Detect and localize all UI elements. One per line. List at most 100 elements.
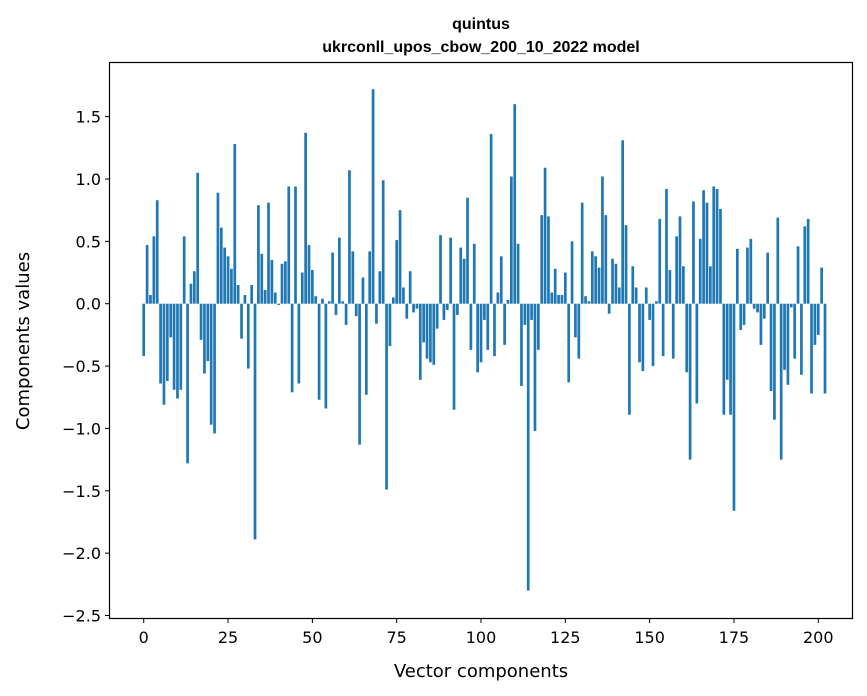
bar: [179, 303, 183, 390]
bar: [574, 303, 577, 338]
y-axis-label: Components values: [13, 252, 34, 430]
bar: [614, 263, 618, 304]
bar: [344, 303, 348, 325]
bar: [452, 303, 456, 410]
bar: [172, 303, 176, 390]
bar: [425, 303, 429, 359]
bar: [294, 186, 297, 304]
bar: [709, 266, 712, 304]
bar: [540, 215, 544, 304]
bar: [611, 258, 614, 304]
bar: [236, 285, 240, 304]
bar: [594, 256, 598, 304]
bar: [759, 303, 763, 345]
bar: [658, 218, 662, 304]
bar: [422, 303, 426, 343]
y-tick-label: −1.0: [62, 419, 101, 438]
chart-title: quintus: [452, 16, 510, 33]
y-axis: −2.5 −2.0 −1.5 −1.0 −0.5 0.0 0.5 1.0 1.5: [62, 108, 110, 626]
bar: [142, 303, 146, 357]
bar: [334, 303, 338, 315]
chart-subtitle: ukrconll_upos_cbow_200_10_2022 model: [322, 39, 639, 56]
bar: [648, 303, 651, 320]
bar: [671, 303, 675, 359]
x-tick-label: 175: [719, 628, 750, 647]
bar: [459, 247, 463, 304]
bar: [503, 303, 506, 345]
bar: [338, 237, 341, 304]
bar: [371, 89, 375, 304]
bar: [412, 303, 415, 313]
bar: [668, 270, 672, 304]
bar: [557, 294, 560, 304]
bar: [762, 303, 766, 319]
bar: [641, 303, 645, 372]
bar: [702, 190, 705, 304]
bar: [176, 303, 179, 399]
bar: [746, 247, 749, 304]
bar: [462, 258, 466, 304]
bar: [783, 303, 786, 370]
bar: [263, 289, 267, 304]
bar: [563, 272, 567, 304]
bar: [786, 303, 790, 385]
bar: [722, 303, 726, 415]
bar: [820, 267, 823, 304]
bar: [388, 303, 392, 347]
bar: [159, 303, 162, 384]
bar: [732, 303, 736, 511]
x-tick-label: 0: [139, 628, 149, 647]
bar: [601, 176, 604, 304]
bar: [331, 252, 334, 304]
bar: [739, 303, 743, 330]
bar: [203, 303, 206, 374]
bar: [402, 287, 405, 304]
bar: [405, 303, 409, 319]
bar: [752, 303, 756, 309]
bar: [223, 247, 227, 304]
bar: [216, 192, 220, 304]
bar: [742, 303, 746, 325]
bar: [165, 303, 169, 382]
bar: [317, 303, 321, 400]
bar: [445, 303, 449, 310]
bar: [486, 303, 490, 350]
y-tick-label: −1.5: [62, 482, 101, 501]
x-tick-label: 50: [302, 628, 322, 647]
bar: [719, 208, 722, 304]
bar: [543, 167, 547, 304]
bar: [513, 104, 517, 304]
bar: [219, 227, 223, 304]
x-tick-label: 200: [803, 628, 834, 647]
bar: [567, 303, 571, 383]
bar: [476, 303, 479, 373]
bar: [766, 252, 770, 304]
bar: [300, 272, 304, 304]
y-tick-label: 1.5: [76, 108, 101, 127]
bar: [297, 303, 301, 384]
bar: [773, 303, 776, 420]
bar: [324, 303, 328, 409]
bar: [314, 296, 318, 304]
bar: [823, 303, 827, 394]
bar: [634, 287, 638, 304]
bar: [250, 285, 254, 304]
bar: [186, 303, 189, 464]
bar: [398, 210, 402, 304]
bar: [789, 303, 793, 308]
bar: [810, 303, 813, 394]
x-tick-label: 125: [550, 628, 581, 647]
bar: [584, 296, 587, 304]
bar: [735, 248, 739, 304]
bar: [665, 188, 668, 304]
x-axis: 0 25 50 75 100 125 150 175 200: [139, 618, 834, 647]
x-tick-label: 75: [387, 628, 407, 647]
bar: [621, 140, 625, 304]
bar: [230, 268, 233, 304]
bar: [729, 303, 732, 415]
bar: [617, 287, 621, 304]
bar: [712, 186, 716, 304]
bar: [442, 303, 446, 320]
bar: [604, 215, 608, 304]
bar: [260, 253, 264, 304]
